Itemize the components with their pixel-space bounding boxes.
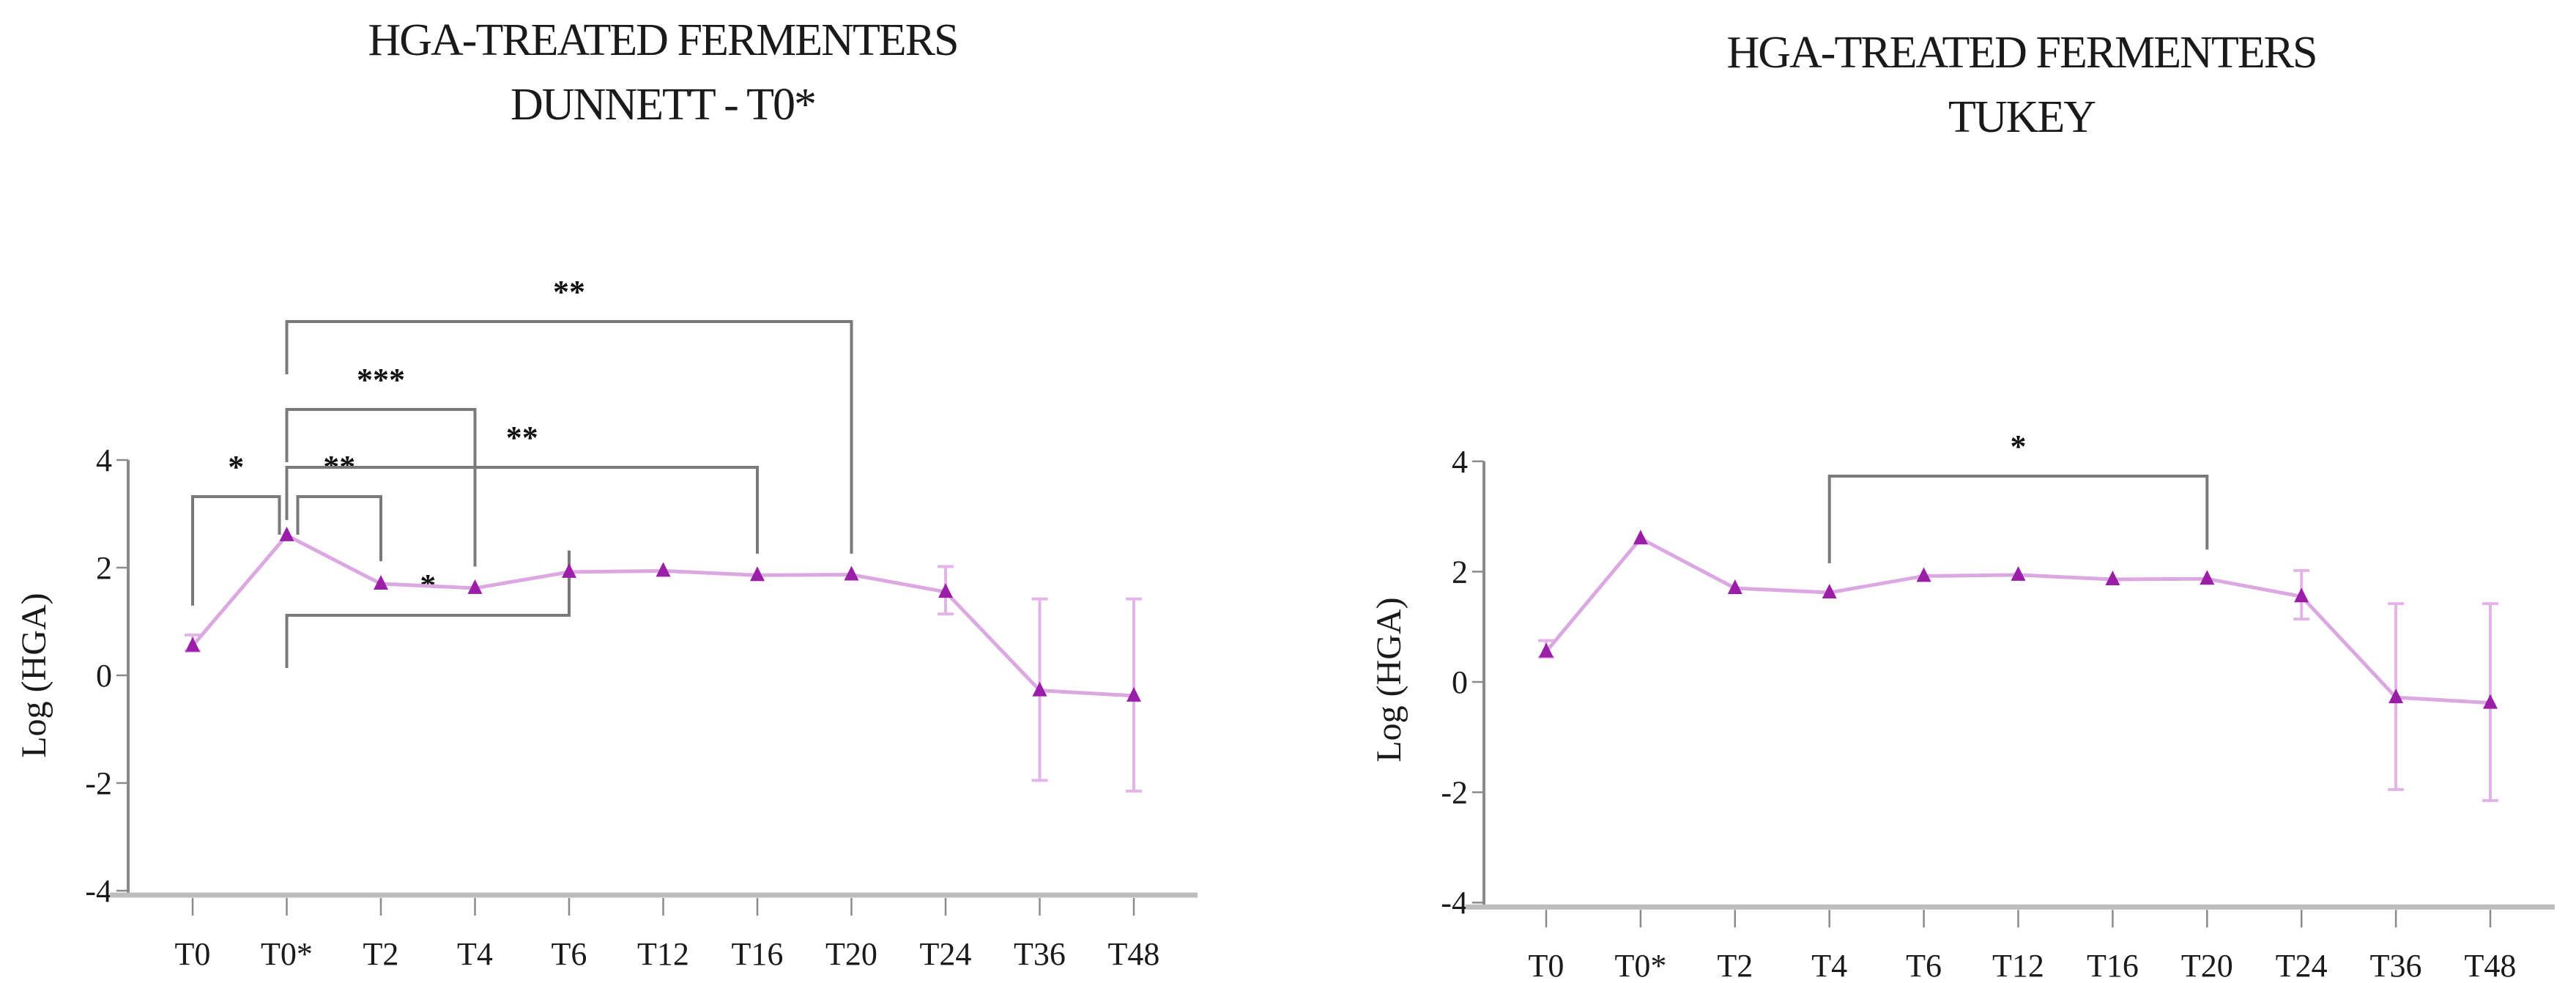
x-tick-label: T2 [1717,948,1753,983]
y-tick-label: 0 [1452,664,1468,700]
x-tick-label: T12 [637,936,689,972]
significance-bracket [285,550,571,668]
x-tick-label: T0 [1529,948,1564,983]
triangle-marker [185,637,200,652]
significance-bracket [285,466,759,554]
triangle-marker [750,566,765,582]
chart-subtitle: DUNNETT - T0* [511,80,815,130]
chart-subtitle: TUKEY [1948,92,2096,142]
significance-bracket [285,408,477,567]
x-tick-label: T12 [1992,948,2044,983]
x-tick-label: T4 [457,936,493,972]
triangle-marker [1032,681,1047,697]
significance-bracket [285,320,853,554]
triangle-marker [279,526,294,541]
x-tick-label: T24 [920,936,972,972]
x-tick-label: T20 [2181,948,2233,983]
data-series [1538,530,2498,802]
triangle-marker [2388,689,2404,704]
series-line [1545,536,2491,705]
triangle-marker [467,579,483,594]
triangle-marker [374,575,388,590]
triangle-marker [1916,567,1931,582]
x-tick-label: T0* [261,936,313,972]
chart-title: HGA-TREATED FERMENTERS [368,15,957,65]
chart-panel-tukey: HGA-TREATED FERMENTERS TUKEY Log (HGA) -… [1370,28,2555,983]
y-axis-title: Log (HGA) [15,593,53,757]
x-tick-label: T36 [1014,936,1066,972]
y-tick-label: -4 [85,873,112,909]
chart-title: HGA-TREATED FERMENTERS [1726,28,2316,78]
x-tick-label: T16 [2087,948,2139,983]
triangle-marker [1727,579,1742,594]
y-tick-label: -2 [1441,775,1468,811]
significance-label: ** [506,420,538,456]
x-tick-label: T20 [825,936,877,972]
significance-bracket [296,495,382,562]
x-tick-label: T2 [363,936,399,972]
data-series [185,526,1142,793]
x-tick-label: T36 [2370,948,2422,983]
significance-label: * [228,449,244,485]
y-tick-label: -4 [1441,885,1468,921]
chart-panel-dunnett: HGA-TREATED FERMENTERS DUNNETT - T0* Log… [15,15,1198,972]
triangle-marker [2105,570,2120,585]
significance-brackets: * ********** [191,274,853,668]
triangle-marker [844,565,859,581]
y-tick-label: 2 [1452,554,1468,590]
y-tick-label: 2 [96,550,112,586]
triangle-marker [1822,584,1837,599]
y-tick-label: -2 [85,765,112,801]
y-axis-title: Log (HGA) [1370,597,1408,762]
x-tick-label: T6 [552,936,587,972]
triangle-marker [1539,642,1554,658]
significance-bracket [191,495,281,606]
significance-label: ** [553,274,585,310]
x-tick-label: T0 [175,936,211,972]
triangle-marker [2483,694,2498,709]
triangle-marker [2200,570,2215,585]
x-axis: T0 T0* T2 T4 T6 T12 T16 T20 T24 T36 T48 [110,892,1198,972]
triangle-marker [1633,530,1648,545]
triangle-marker [2294,587,2309,603]
y-tick-label: 4 [96,442,112,478]
x-tick-label: T24 [2276,948,2328,983]
triangle-marker [2011,565,2026,581]
y-tick-label: 4 [1452,444,1468,480]
x-tick-label: T6 [1906,948,1942,983]
triangle-marker [656,562,671,577]
y-tick-label: 0 [96,658,112,694]
significance-bracket [1827,475,2209,564]
triangle-marker [562,563,576,578]
significance-label: * [2011,429,2027,464]
triangle-marker [938,583,953,598]
x-tick-label: T48 [1108,936,1160,972]
x-tick-label: T48 [2465,948,2517,983]
y-axis: -4 -2 0 2 4 [1441,444,1485,921]
significance-label: *** [357,362,405,398]
x-axis: T0 T0* T2 T4 T6 T12 T16 T20 T24 T36 T48 [1466,904,2555,983]
x-tick-label: T16 [732,936,784,972]
x-tick-label: T0* [1614,948,1666,983]
y-axis: -4 -2 0 2 4 [85,442,130,909]
triangle-marker [1126,686,1141,702]
significance-brackets: * [1827,429,2209,564]
x-tick-label: T4 [1811,948,1847,983]
